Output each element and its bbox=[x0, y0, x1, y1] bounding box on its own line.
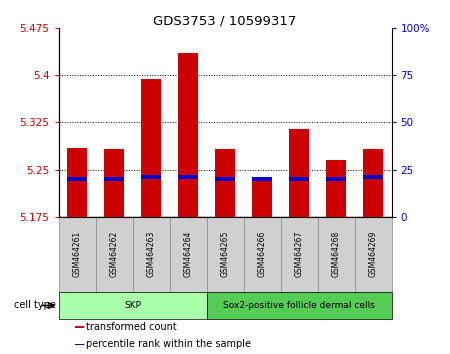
Text: Sox2-positive follicle dermal cells: Sox2-positive follicle dermal cells bbox=[223, 301, 375, 310]
Bar bbox=[95, 217, 132, 292]
Bar bbox=[318, 217, 355, 292]
Bar bbox=[104, 149, 124, 217]
Text: GSM464261: GSM464261 bbox=[72, 231, 81, 278]
Bar bbox=[252, 177, 272, 217]
Text: GSM464269: GSM464269 bbox=[369, 231, 378, 278]
Bar bbox=[289, 129, 309, 217]
Bar bbox=[326, 177, 346, 181]
Bar bbox=[215, 177, 235, 181]
Bar bbox=[207, 292, 392, 319]
Bar bbox=[75, 343, 85, 345]
Bar bbox=[326, 160, 346, 217]
Text: GSM464262: GSM464262 bbox=[109, 231, 118, 278]
Bar bbox=[67, 177, 87, 181]
Text: GSM464268: GSM464268 bbox=[332, 231, 341, 278]
Bar bbox=[141, 79, 161, 217]
Bar bbox=[104, 177, 124, 181]
Bar bbox=[75, 326, 85, 327]
Bar bbox=[215, 149, 235, 217]
Title: GDS3753 / 10599317: GDS3753 / 10599317 bbox=[153, 14, 297, 27]
Bar bbox=[280, 217, 318, 292]
Text: cell type: cell type bbox=[14, 301, 58, 310]
Bar bbox=[178, 53, 198, 217]
Bar bbox=[178, 175, 198, 179]
Text: GSM464264: GSM464264 bbox=[184, 231, 193, 278]
Text: percentile rank within the sample: percentile rank within the sample bbox=[86, 339, 251, 349]
Text: GSM464267: GSM464267 bbox=[294, 231, 303, 278]
Bar bbox=[243, 217, 280, 292]
Text: GSM464263: GSM464263 bbox=[147, 231, 156, 278]
Text: GSM464266: GSM464266 bbox=[257, 231, 266, 278]
Text: transformed count: transformed count bbox=[86, 322, 176, 332]
Bar bbox=[58, 292, 207, 319]
Bar bbox=[355, 217, 392, 292]
Bar bbox=[132, 217, 170, 292]
Bar bbox=[141, 175, 161, 179]
Bar bbox=[363, 149, 383, 217]
Bar bbox=[58, 217, 95, 292]
Text: SKP: SKP bbox=[124, 301, 141, 310]
Text: GSM464265: GSM464265 bbox=[220, 231, 230, 278]
Bar bbox=[252, 177, 272, 181]
Bar bbox=[170, 217, 207, 292]
Bar bbox=[67, 148, 87, 217]
Bar bbox=[289, 177, 309, 181]
Bar bbox=[207, 217, 243, 292]
Bar bbox=[363, 175, 383, 179]
